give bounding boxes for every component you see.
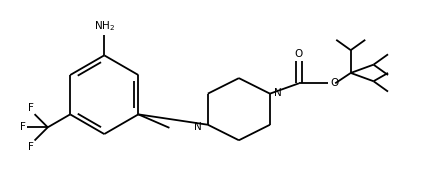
- Text: F: F: [20, 122, 26, 132]
- Text: N: N: [274, 88, 282, 98]
- Text: NH$_2$: NH$_2$: [94, 19, 115, 33]
- Text: O: O: [330, 78, 338, 88]
- Text: O: O: [295, 49, 303, 59]
- Text: F: F: [28, 142, 34, 151]
- Text: N: N: [194, 122, 201, 132]
- Text: F: F: [28, 103, 34, 113]
